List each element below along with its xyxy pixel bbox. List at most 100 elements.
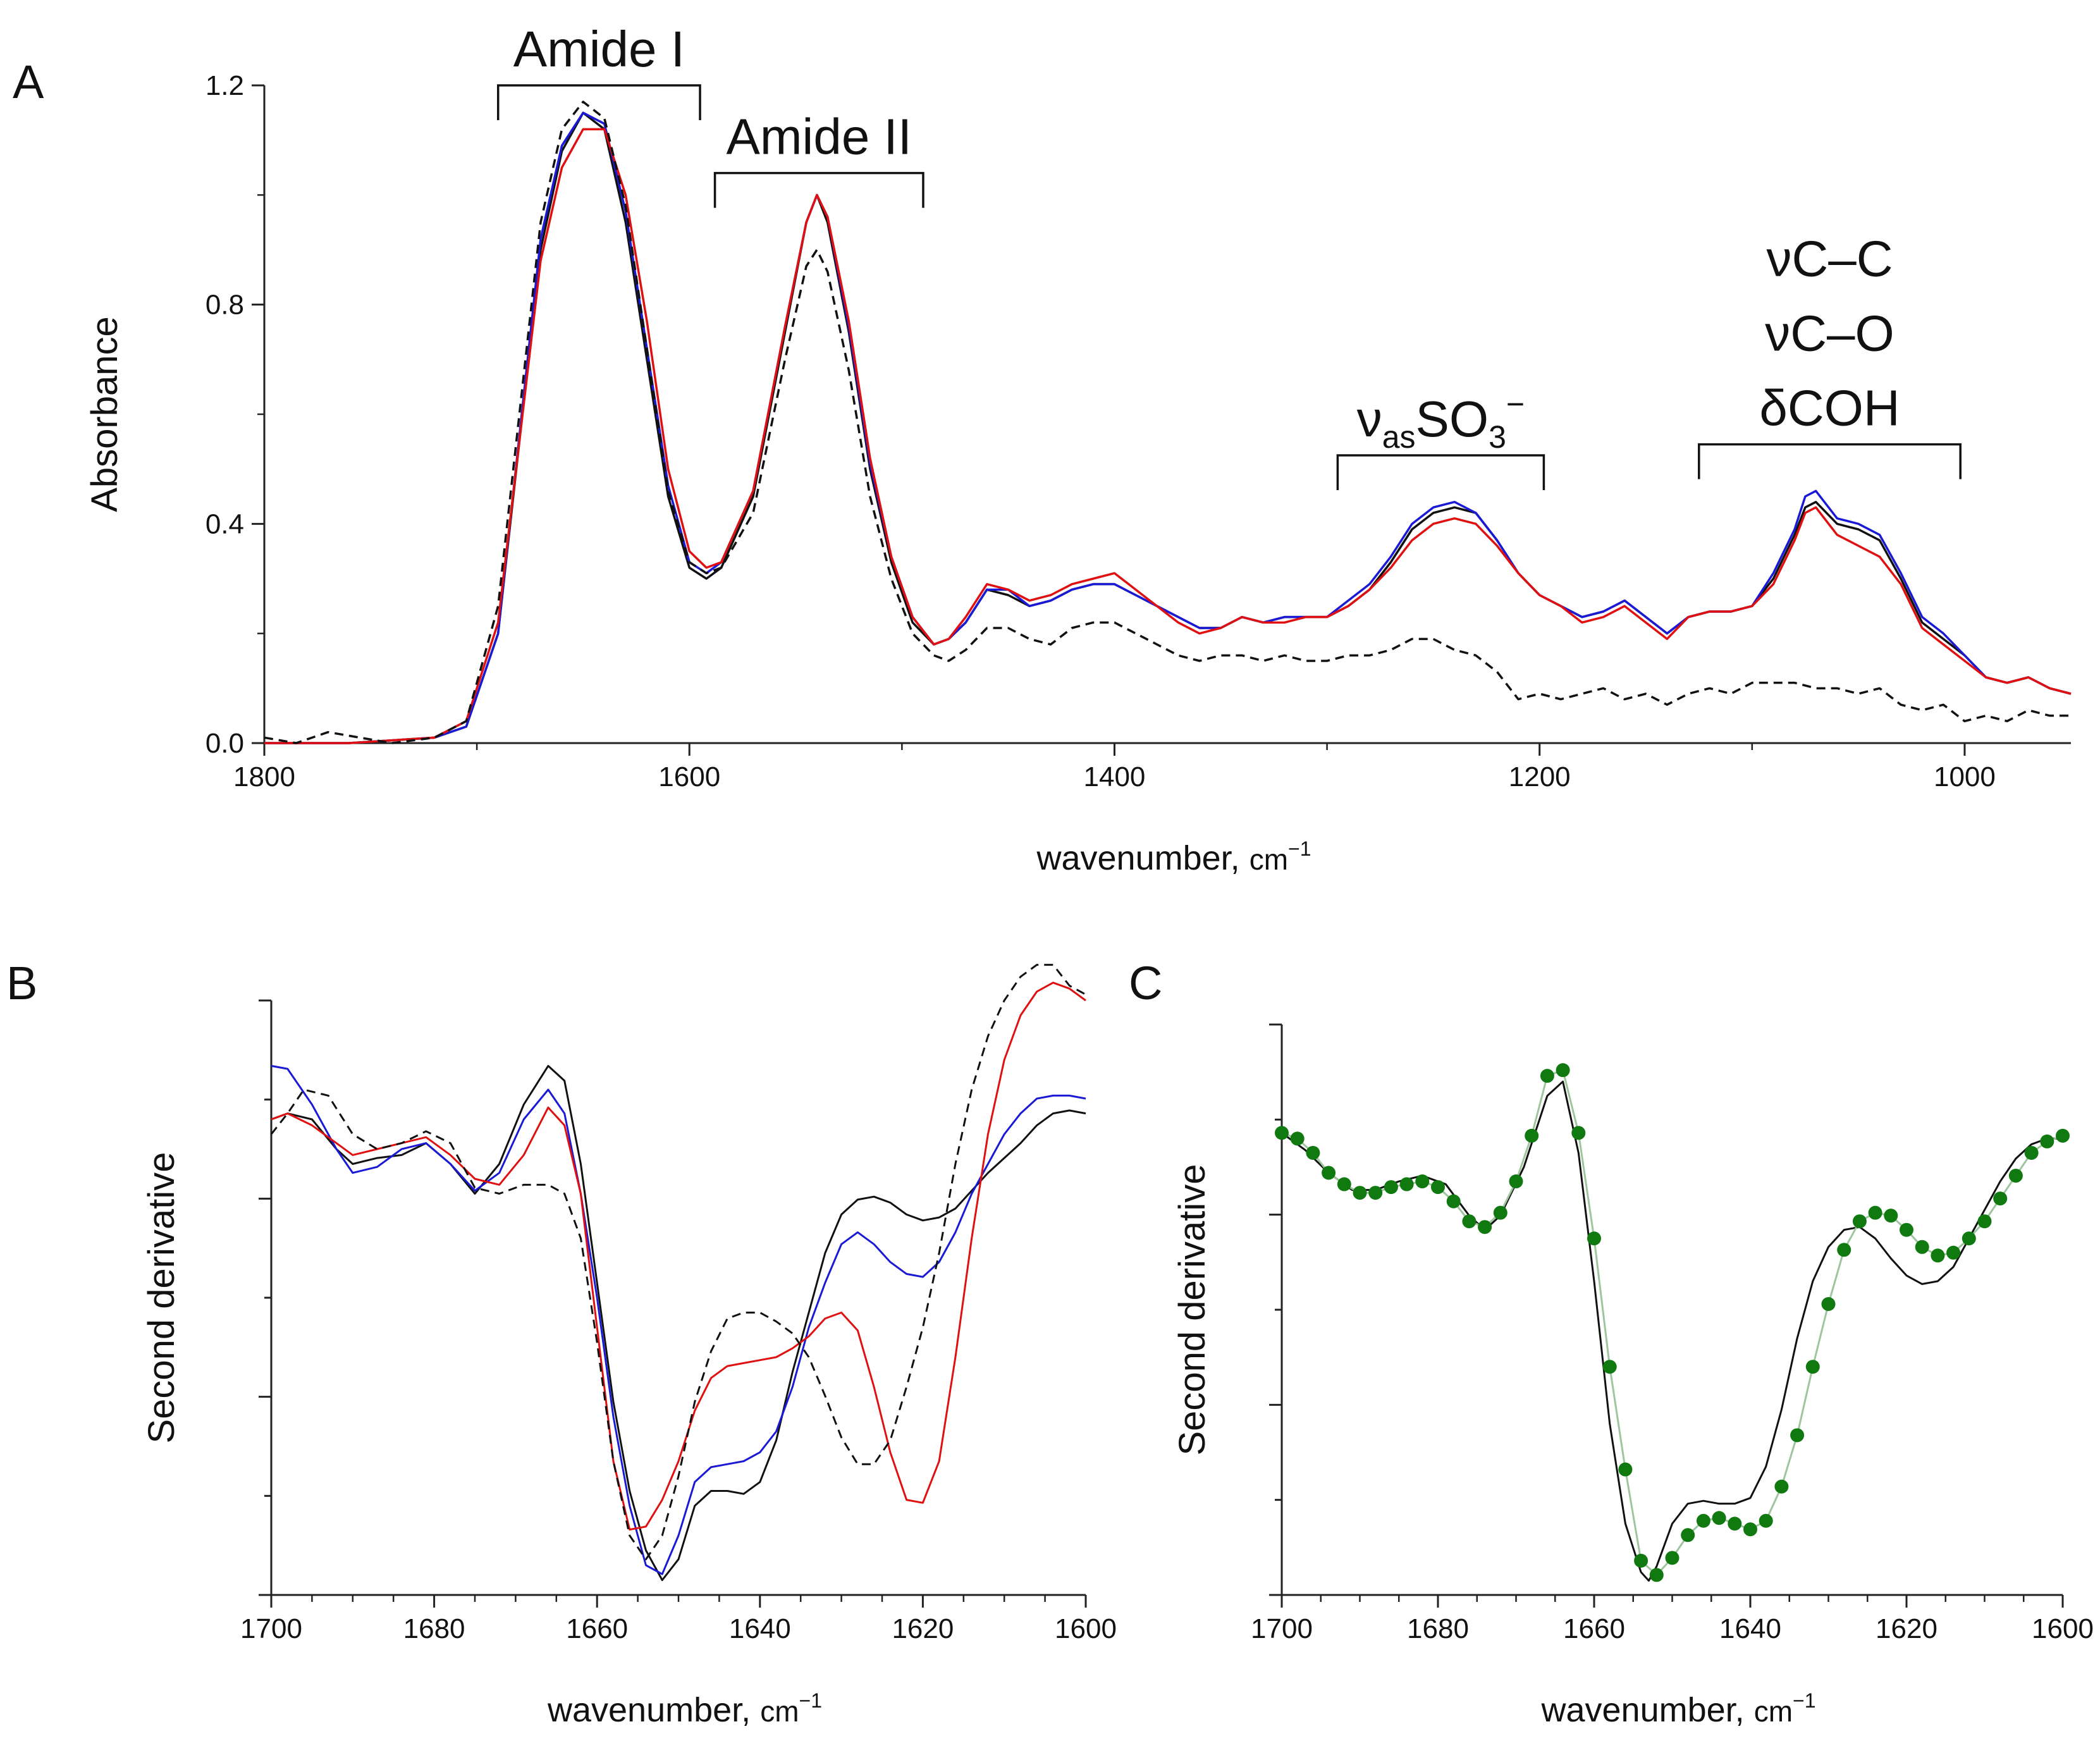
panel-c: C 1700 1680 1660 1640 1620 1600 wavenumber, cm−… — [1129, 957, 2094, 1729]
data-point-green — [2024, 1145, 2039, 1160]
data-point-green — [1681, 1528, 1695, 1542]
annotation-amide2-label: Amide II — [727, 109, 912, 165]
data-point-green — [1602, 1360, 1617, 1374]
series-red-line — [264, 128, 2072, 744]
x-tick-label: 1400 — [1084, 761, 1146, 792]
bracket-cc — [1698, 443, 1962, 479]
data-point-green — [1415, 1174, 1430, 1189]
y-axis-title: Absorbance — [84, 316, 125, 512]
data-point-green — [1962, 1231, 1976, 1246]
data-point-green — [1805, 1360, 1820, 1374]
x-axis-unit-exponent: −1 — [1793, 1689, 1815, 1712]
y-axis-title: Second derivative — [141, 1152, 182, 1443]
series-blue-line — [271, 1064, 1086, 1575]
x-tick-label: 1620 — [1876, 1613, 1937, 1644]
x-tick-label: 1600 — [1055, 1613, 1117, 1644]
series-green-fit-line — [1281, 1069, 2063, 1577]
bracket-amide1 — [496, 84, 701, 120]
data-point-green — [2008, 1169, 2023, 1183]
annotation-so3-label: νasSO3− — [1357, 386, 1525, 455]
panel-label-b: B — [6, 957, 37, 1009]
annotation-cc-label: νC–O — [1765, 305, 1894, 362]
data-point-green — [1665, 1551, 1679, 1565]
x-tick-label: 1640 — [729, 1613, 791, 1644]
data-point-green — [1540, 1069, 1554, 1083]
bracket-so3 — [1336, 454, 1545, 490]
data-point-green — [1556, 1063, 1570, 1078]
data-point-green — [1571, 1126, 1586, 1140]
data-point-green — [1977, 1214, 1992, 1229]
data-point-green — [1618, 1462, 1633, 1477]
panel-label-c: C — [1129, 957, 1162, 1009]
x-tick-label: 1680 — [1407, 1613, 1469, 1644]
data-point-green — [1790, 1428, 1805, 1443]
x-axis-title-text: wavenumber, — [547, 1691, 760, 1729]
data-point-green — [1322, 1166, 1336, 1180]
data-point-green — [1446, 1194, 1461, 1209]
x-tick-label: 1660 — [566, 1613, 628, 1644]
data-point-green — [1431, 1180, 1445, 1195]
x-tick-label: 1800 — [233, 761, 295, 792]
panel-b: B 1700 1680 1660 1640 1620 1600 wavenumber, cm−… — [6, 957, 1117, 1729]
x-axis-title-text: wavenumber, — [1541, 1691, 1754, 1729]
data-point-green — [1728, 1517, 1742, 1531]
data-point-green — [1931, 1248, 1945, 1263]
x-axis-title: wavenumber, cm−1 — [547, 1689, 822, 1729]
x-tick-label: 1640 — [1719, 1613, 1781, 1644]
data-point-green — [1868, 1205, 1882, 1220]
series-dashed-line — [264, 101, 2071, 744]
x-tick-label: 1700 — [1251, 1613, 1313, 1644]
bracket-amide2 — [713, 171, 924, 208]
annotation-cc-label: νC–C — [1766, 231, 1893, 287]
y-axis-title: Second derivative — [1172, 1164, 1213, 1455]
data-point-green — [1884, 1209, 1898, 1223]
data-point-green — [1759, 1513, 1773, 1528]
data-point-green — [1384, 1180, 1398, 1195]
y-tick-label: 1.2 — [206, 70, 244, 101]
data-point-green — [1493, 1205, 1507, 1220]
data-point-green — [1587, 1231, 1601, 1246]
y-tick-label: 0.0 — [206, 728, 244, 759]
data-point-green — [1712, 1511, 1726, 1525]
data-point-green — [1696, 1513, 1710, 1528]
x-axis-unit: cm — [1250, 843, 1288, 876]
data-point-green — [1368, 1186, 1383, 1200]
data-point-green — [1946, 1245, 1961, 1260]
data-point-green — [1290, 1131, 1305, 1146]
x-tick-label: 1660 — [1563, 1613, 1625, 1644]
x-tick-label: 1000 — [1934, 761, 1996, 792]
x-tick-label: 1600 — [2032, 1613, 2094, 1644]
series-black-line — [1281, 1080, 2063, 1582]
x-axis-title: wavenumber, cm−1 — [1036, 837, 1311, 877]
x-axis-title-text: wavenumber, — [1036, 839, 1250, 877]
data-point-green — [1337, 1177, 1351, 1191]
series-dashed-line — [270, 964, 1086, 1561]
data-point-green — [1478, 1220, 1492, 1234]
data-point-green — [1306, 1145, 1320, 1160]
x-tick-label: 1680 — [403, 1613, 465, 1644]
data-point-green — [2056, 1128, 2070, 1143]
series-black-line — [271, 1064, 1086, 1581]
x-axis-unit: cm — [1754, 1695, 1793, 1728]
data-point-green — [1525, 1128, 1539, 1143]
x-tick-label: 1200 — [1509, 761, 1571, 792]
data-point-green — [1837, 1243, 1851, 1257]
data-point-green — [1649, 1568, 1664, 1582]
data-point-green — [1774, 1479, 1789, 1494]
annotation-cc-label: δCOH — [1759, 380, 1900, 436]
data-point-green — [1509, 1174, 1523, 1189]
x-axis-unit-exponent: −1 — [799, 1689, 822, 1712]
data-point-green — [1915, 1240, 1929, 1254]
data-point-green — [1821, 1296, 1836, 1311]
y-tick-label: 0.8 — [206, 290, 244, 321]
data-point-green — [1993, 1191, 2008, 1206]
x-tick-label: 1700 — [240, 1613, 302, 1644]
y-tick-label: 0.4 — [206, 508, 244, 539]
data-point-green — [1399, 1177, 1414, 1191]
data-point-green — [1462, 1214, 1477, 1229]
x-tick-label: 1620 — [892, 1613, 954, 1644]
data-point-green — [1634, 1553, 1649, 1568]
panel-a: A 1800 1600 1400 1200 1000 0.0 0.4 0.8 1.2 wavenum… — [13, 21, 2072, 877]
series-red-line — [271, 982, 1086, 1531]
